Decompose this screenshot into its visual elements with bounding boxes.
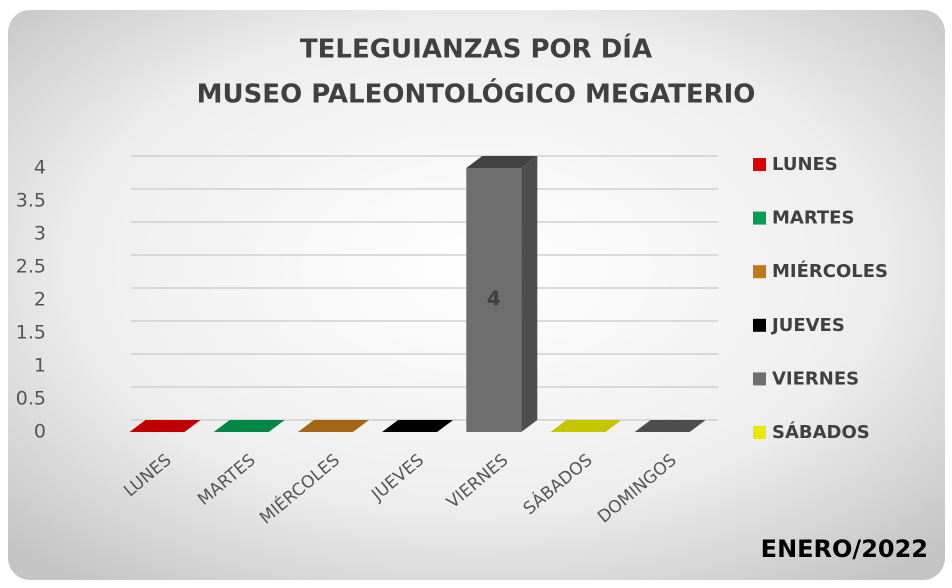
bar: [382, 420, 454, 432]
legend-label: MIÉRCOLES: [772, 260, 888, 282]
y-tick-label: 1.5: [16, 322, 46, 344]
y-tick-label: 2.5: [16, 256, 46, 278]
legend-swatch: [753, 265, 766, 279]
y-tick-label: 2: [34, 289, 46, 311]
legend-swatch: [753, 426, 766, 439]
y-tick-label: 3: [34, 223, 46, 245]
y-tick-label: 1: [34, 355, 46, 377]
y-tick-label: 0: [34, 421, 46, 443]
bar: [466, 168, 522, 432]
legend-label: LUNES: [772, 154, 838, 175]
legend-swatch: [753, 158, 766, 171]
legend-label: JUEVES: [770, 315, 845, 336]
bar-top: [466, 156, 538, 168]
legend-swatch: [753, 318, 766, 332]
annotation: ENERO/2022: [761, 535, 928, 563]
bar-side: [521, 156, 538, 432]
chart-title: TELEGUIANZAS POR DÍA: [300, 33, 652, 65]
data-label: 4: [487, 287, 501, 311]
bar: [129, 420, 201, 432]
legend-label: SÁBADOS: [772, 421, 870, 443]
legend-swatch: [753, 372, 766, 386]
y-tick-label: 4: [34, 157, 46, 179]
chart-title: MUSEO PALEONTOLÓGICO MEGATERIO: [197, 78, 756, 110]
bar: [213, 420, 285, 432]
y-tick-label: 0.5: [16, 388, 46, 410]
bar: [550, 420, 622, 432]
legend-label: MARTES: [772, 208, 854, 229]
bar: [297, 420, 369, 432]
legend-swatch: [753, 211, 766, 225]
legend-label: VIERNES: [772, 368, 859, 389]
bar: [634, 420, 706, 432]
y-tick-label: 3.5: [16, 190, 46, 212]
